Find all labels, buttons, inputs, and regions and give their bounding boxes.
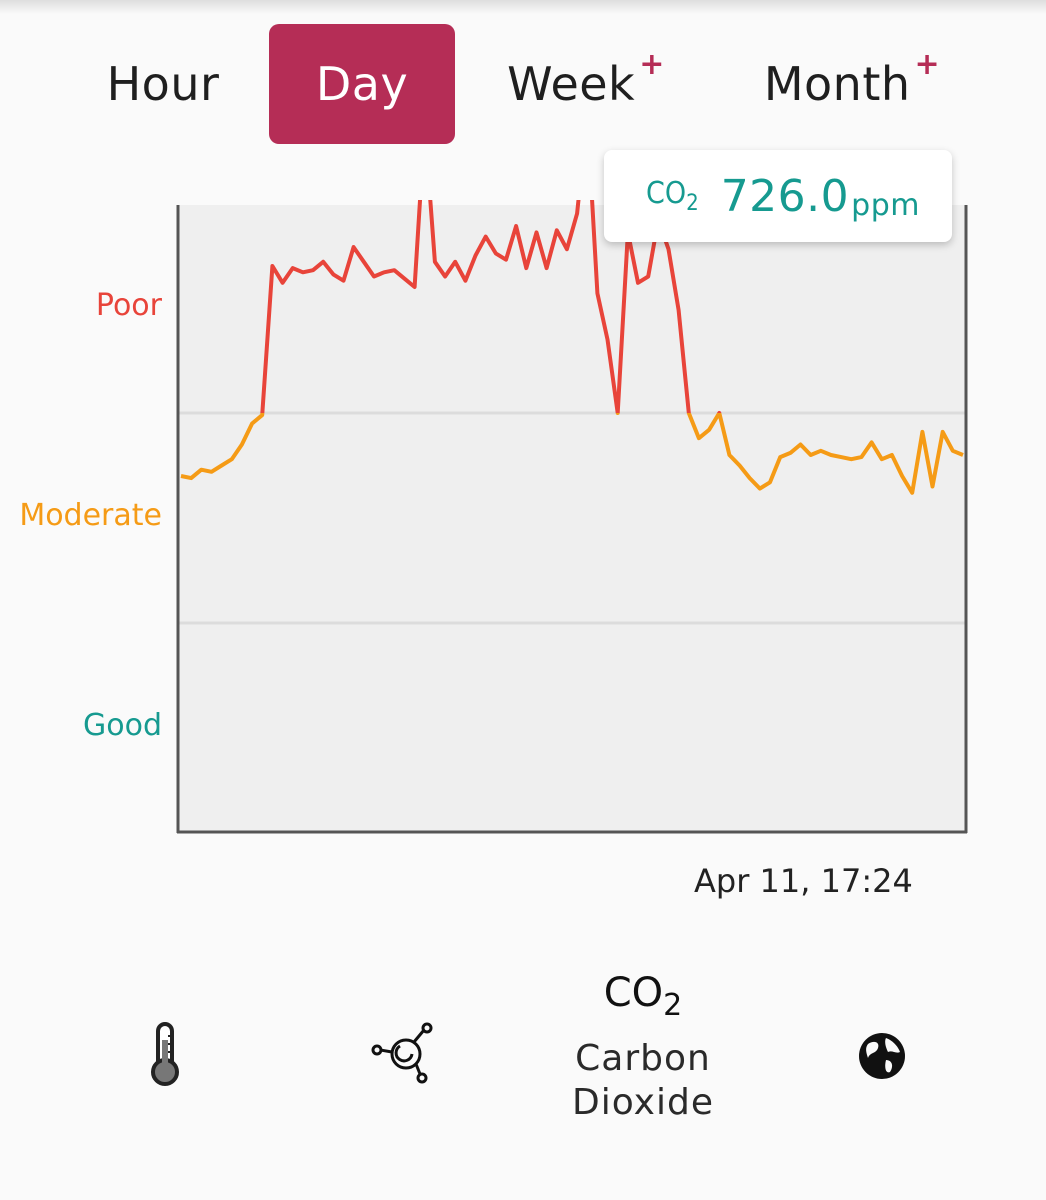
tab-hour[interactable]: Hour [96,24,230,144]
thermometer-icon[interactable] [144,1020,186,1090]
nav-item-carbon-dioxide[interactable]: CO2 Carbon Dioxide [570,970,716,1125]
series-line-moderate [180,413,964,495]
nav-co2-label-line1: Carbon [575,1038,711,1079]
tab-week-label: Week [507,57,636,111]
tab-month-label: Month [763,57,911,111]
tooltip-metric: CO [646,176,687,211]
series-line-poor [260,200,722,413]
selected-timestamp: Apr 11, 17:24 [694,862,913,900]
tooltip-value: 726.0ppm [720,170,920,223]
premium-plus-icon: + [914,46,941,82]
tooltip-unit: ppm [851,187,920,223]
co2-icon: CO2 [570,970,716,1023]
co2-symbol-sub: 2 [663,988,683,1023]
molecule-icon[interactable] [368,1022,440,1086]
tab-day-label: Day [315,57,409,111]
co2-line-chart[interactable] [0,0,1046,860]
globe-icon[interactable] [856,1030,908,1082]
tab-week[interactable]: Week + [498,24,674,144]
premium-plus-icon: + [639,46,665,82]
y-label-good: Good [83,708,162,743]
value-tooltip: CO2 726.0ppm [604,150,952,242]
y-label-poor: Poor [95,288,162,323]
tab-month[interactable]: Month + [752,24,952,144]
bottom-nav: CO2 Carbon Dioxide [0,970,1046,1170]
y-label-moderate: Moderate [19,498,162,533]
plot-background [178,205,966,832]
time-range-tabs: Hour Day Week + Month + [0,24,1046,146]
co2-symbol: CO [603,970,664,1016]
tab-hour-label: Hour [106,57,220,111]
tooltip-metric-sub: 2 [686,191,699,216]
nav-co2-label: Carbon Dioxide [570,1037,716,1125]
tab-day[interactable]: Day [269,24,455,144]
tooltip-co2-label: CO2 [646,176,699,216]
status-bar-shadow [0,0,1046,14]
series-lines [180,200,964,495]
tooltip-value-number: 726.0 [720,170,850,222]
nav-co2-label-line2: Dioxide [572,1082,714,1123]
